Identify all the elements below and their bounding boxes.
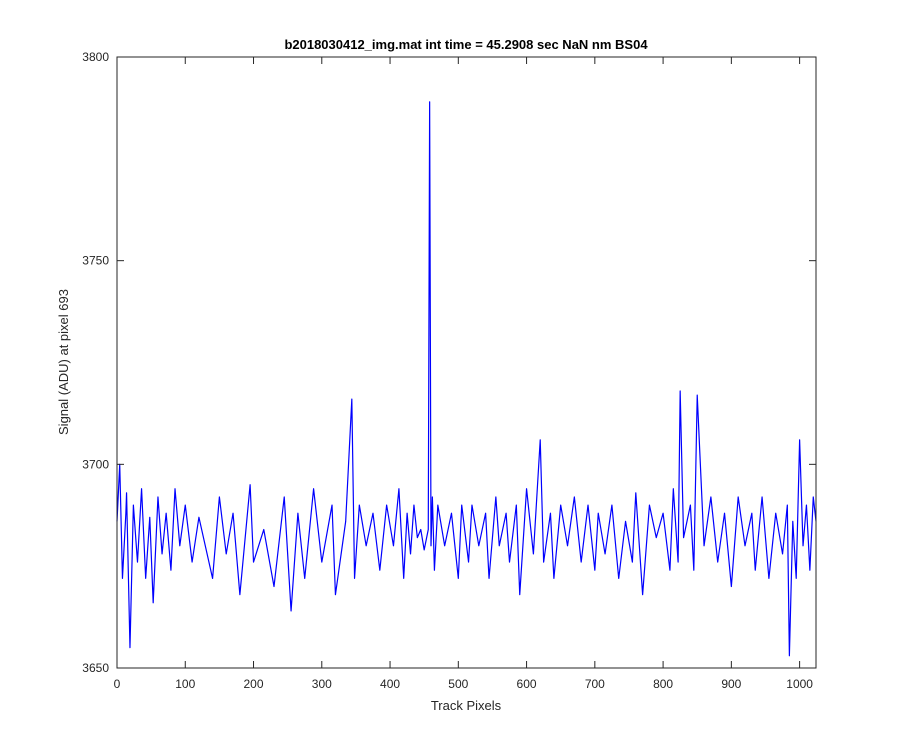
- series-line-0: [116, 101, 817, 657]
- y-tick-label: 3700: [82, 457, 109, 471]
- chart-title: b2018030412_img.mat int time = 45.2908 s…: [284, 37, 648, 52]
- x-tick-label: 700: [585, 677, 605, 691]
- x-tick-label: 200: [244, 677, 264, 691]
- y-tick-label: 3650: [82, 661, 109, 675]
- x-tick-label: 500: [448, 677, 468, 691]
- x-tick-label: 400: [380, 677, 400, 691]
- y-tick-label: 3800: [82, 50, 109, 64]
- x-tick-label: 100: [175, 677, 195, 691]
- x-axis-ticks: 0 100 200 300 400 500 600 700 800 900 1000: [114, 57, 813, 691]
- x-tick-label: 1000: [786, 677, 813, 691]
- x-tick-label: 300: [312, 677, 332, 691]
- x-tick-label: 600: [517, 677, 537, 691]
- series-layer: [116, 101, 817, 657]
- y-axis-ticks: 3650 3700 3750 3800: [82, 50, 816, 675]
- y-axis-label: Signal (ADU) at pixel 693: [56, 289, 71, 435]
- x-tick-label: 0: [114, 677, 121, 691]
- x-tick-label: 800: [653, 677, 673, 691]
- x-axis-label: Track Pixels: [431, 698, 502, 713]
- x-tick-label: 900: [721, 677, 741, 691]
- axes-box: [116, 56, 817, 669]
- plot-area: [117, 57, 816, 668]
- y-tick-label: 3750: [82, 254, 109, 268]
